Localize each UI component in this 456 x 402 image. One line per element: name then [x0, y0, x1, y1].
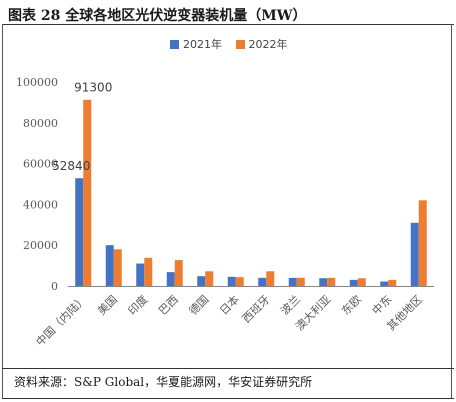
x-tick-label: 巴西 — [156, 293, 181, 318]
x-tick-label: 东欧 — [339, 293, 364, 318]
legend-label-2021: 2021年 — [183, 38, 222, 51]
bar-2021-7 — [288, 277, 297, 286]
bar-2022-7 — [296, 277, 305, 286]
source-note: 资料来源：S&P Global，华夏能源网，华安证券研究所 — [14, 375, 313, 389]
data-label: 91300 — [74, 81, 112, 95]
source-rule — [2, 368, 454, 369]
right-border — [451, 24, 452, 398]
top-rule — [2, 24, 454, 25]
legend-item-2021: 2021年 — [170, 36, 222, 52]
bar-2021-6 — [258, 277, 267, 286]
bar-2021-10 — [380, 281, 389, 286]
y-tick-label: 20000 — [23, 239, 58, 252]
bar-2021-2 — [136, 263, 145, 286]
bar-2021-4 — [197, 276, 206, 286]
x-tick-label: 美国 — [95, 293, 120, 318]
bar-2021-11 — [410, 222, 419, 286]
figure-title: 图表 28 全球各地区光伏逆变器装机量（MW） — [8, 8, 307, 24]
bar-2021-9 — [349, 279, 358, 286]
bar-2021-1 — [105, 245, 114, 286]
bar-2022-2 — [144, 257, 153, 286]
left-border — [2, 24, 3, 398]
y-tick-label: 80000 — [23, 117, 58, 130]
x-tick-label: 波兰 — [278, 293, 303, 318]
bar-2022-0 — [83, 99, 92, 286]
bar-2022-11 — [418, 200, 427, 286]
bar-2022-9 — [357, 278, 366, 286]
bar-2022-6 — [266, 271, 275, 286]
y-tick-label: 40000 — [23, 198, 58, 211]
legend-label-2022: 2022年 — [248, 38, 288, 51]
bar-2021-0 — [75, 178, 84, 286]
bar-2021-3 — [166, 272, 175, 286]
bar-2022-1 — [113, 249, 122, 286]
x-tick-label: 中国（内陆） — [33, 292, 90, 349]
x-tick-label: 德国 — [186, 292, 211, 317]
y-tick-label: 60000 — [23, 158, 58, 171]
bar-2022-8 — [327, 277, 336, 286]
data-label: 52840 — [52, 159, 90, 173]
x-tick-label: 日本 — [216, 292, 241, 317]
bar-2021-8 — [319, 278, 328, 286]
y-tick-label: 100000 — [16, 76, 58, 89]
x-tick-label: 西班牙 — [240, 293, 273, 326]
x-tick-label: 中东 — [370, 293, 395, 318]
legend-item-2022: 2022年 — [235, 36, 288, 52]
bar-2022-3 — [174, 260, 183, 286]
bar-2021-5 — [227, 276, 236, 286]
bar-2022-10 — [388, 279, 397, 286]
bar-chart: 0 20000 40000 60000 80000 100000 52840 91300 中国（… — [16, 76, 434, 349]
chart-legend: 2021年 2022年 — [170, 36, 298, 52]
y-tick-label: 0 — [51, 280, 58, 293]
bar-2022-5 — [235, 277, 244, 286]
legend-swatch-2022 — [235, 39, 245, 49]
x-tick-label: 印度 — [125, 292, 150, 317]
bar-2022-4 — [205, 271, 214, 286]
bottom-rule — [2, 398, 454, 399]
legend-swatch-2021 — [170, 39, 179, 49]
